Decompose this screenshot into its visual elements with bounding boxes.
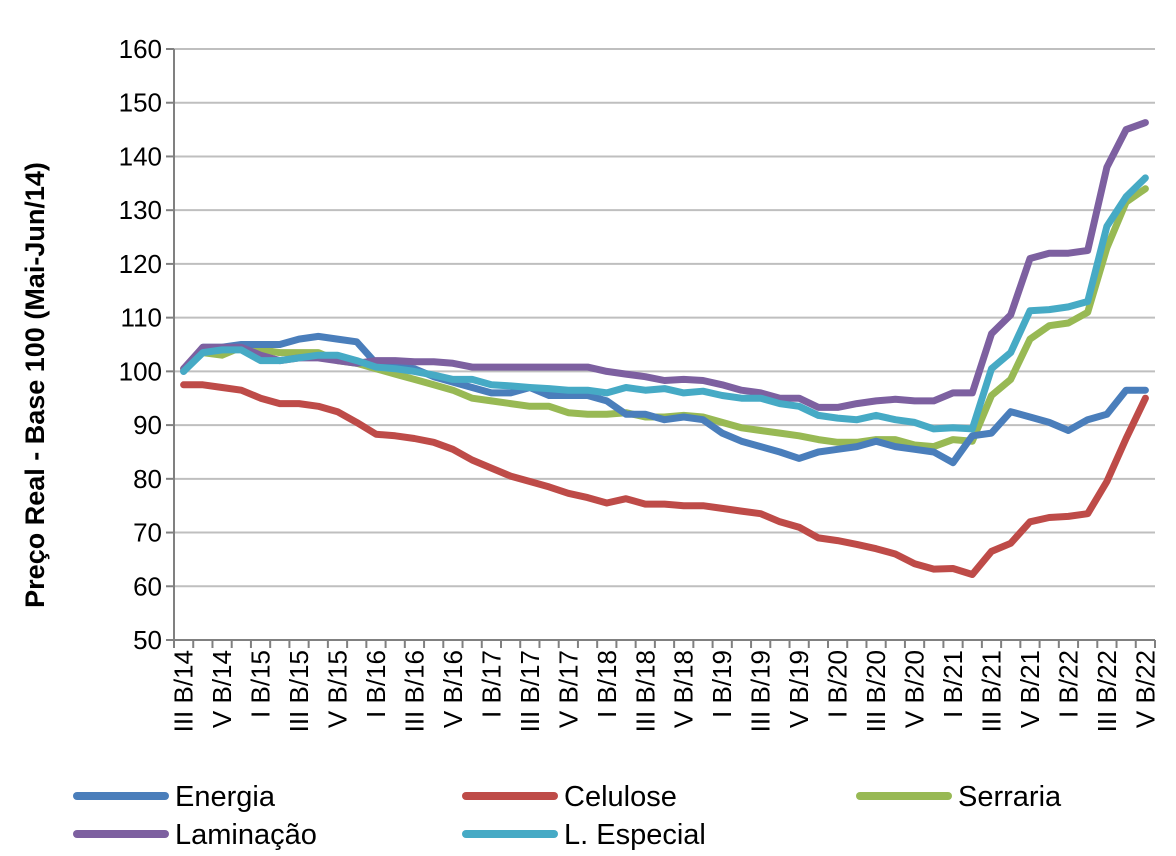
- legend-label: Serraria: [958, 781, 1062, 813]
- x-tick-label: III B/22: [1092, 650, 1122, 732]
- x-tick-label: I B/22: [1053, 650, 1083, 718]
- series-line-energia: [180, 332, 1149, 467]
- series-line-l-especial: [180, 174, 1149, 433]
- x-tick-label: V B/18: [669, 650, 699, 728]
- legend-item: Laminação: [73, 819, 317, 851]
- y-tick-label: 140: [119, 141, 162, 171]
- x-tick-label: V B/15: [323, 650, 353, 728]
- y-tick-label: 70: [133, 518, 162, 548]
- legend-label: Laminação: [175, 819, 317, 851]
- x-tick-label: V B/14: [207, 650, 237, 728]
- x-tick-label: I B/21: [938, 650, 968, 718]
- legend-item: Serraria: [856, 781, 1062, 813]
- y-tick-label: 150: [119, 88, 162, 118]
- axes: [166, 48, 1156, 648]
- y-tick-label: 80: [133, 464, 162, 494]
- x-tick-label: V B/21: [1015, 650, 1045, 728]
- legend-label: L. Especial: [564, 819, 706, 851]
- x-tick-label: III B/20: [861, 650, 891, 732]
- y-tick-label: 120: [119, 249, 162, 279]
- y-tick-label: 50: [133, 625, 162, 655]
- x-tick-label: I B/20: [823, 650, 853, 718]
- y-tick-label: 100: [119, 356, 162, 386]
- x-tick-label: III B/19: [746, 650, 776, 732]
- x-tick-label: III B/16: [399, 650, 429, 732]
- y-tick-label: 160: [119, 34, 162, 64]
- x-tick-label: I B/17: [476, 650, 506, 718]
- legend-label: Celulose: [564, 781, 677, 813]
- x-tick-label: III B/17: [515, 650, 545, 732]
- x-tick-label: I B/19: [707, 650, 737, 718]
- y-tick-label: 90: [133, 410, 162, 440]
- y-tick-label: 110: [121, 303, 162, 333]
- legend-label: Energia: [175, 781, 276, 813]
- y-tick-label: 130: [119, 195, 162, 225]
- legend-item: L. Especial: [462, 819, 706, 851]
- series-line-lamina-o: [180, 119, 1149, 411]
- y-tick-labels: 50 60 70 80 90 100 110 120 130 140 150 160: [119, 34, 162, 655]
- x-tick-label: V B/16: [438, 650, 468, 728]
- legend-item: Celulose: [462, 781, 677, 813]
- x-tick-label: I B/15: [246, 650, 276, 718]
- x-tick-label: V B/22: [1130, 650, 1160, 728]
- x-tick-label: I B/16: [361, 650, 391, 718]
- gridlines: [174, 48, 1155, 588]
- y-tick-label: 60: [133, 571, 162, 601]
- x-tick-label: III B/14: [169, 650, 199, 732]
- x-tick-label: III B/15: [284, 650, 314, 732]
- x-tick-label: III B/21: [977, 650, 1007, 732]
- series-lines: [180, 119, 1149, 578]
- x-tick-label: I B/18: [592, 650, 622, 718]
- legend-item: Energia: [73, 781, 276, 813]
- y-axis-label: Preço Real - Base 100 (Mai-Jun/14): [20, 162, 50, 608]
- x-tick-labels: III B/14 V B/14 I B/15 III B/15 V B/15 I B/16…: [169, 650, 1161, 732]
- x-tick-label: V B/17: [553, 650, 583, 728]
- series-line-celulose: [180, 381, 1149, 578]
- x-tick-label: V B/19: [784, 650, 814, 728]
- x-tick-label: III B/18: [630, 650, 660, 732]
- legend: Energia Celulose Serraria Laminação L. Espec…: [73, 781, 1062, 851]
- x-tick-label: V B/20: [900, 650, 930, 728]
